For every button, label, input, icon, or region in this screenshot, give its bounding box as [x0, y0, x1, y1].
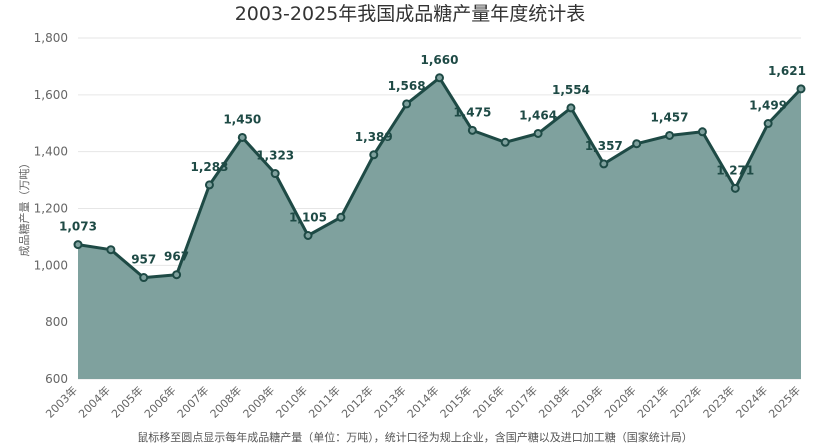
data-point[interactable]	[237, 132, 247, 142]
data-label: 957	[131, 253, 156, 267]
data-point[interactable]	[435, 73, 444, 83]
data-point[interactable]	[139, 273, 149, 283]
y-axis-ticks: 600 800 1,000 1,200 1,400 1,600 1,800	[34, 31, 68, 386]
y-tick-label: 1,200	[34, 202, 68, 216]
x-tick-label: 2007年	[174, 383, 211, 420]
data-point[interactable]	[106, 245, 116, 255]
data-points	[73, 73, 806, 283]
data-label: 1,283	[190, 160, 228, 174]
y-tick-label: 800	[45, 315, 68, 329]
data-label: 1,475	[453, 105, 491, 119]
y-tick-label: 1,400	[34, 145, 68, 159]
x-tick-label: 2013年	[371, 383, 408, 420]
data-point[interactable]	[763, 119, 773, 129]
data-point[interactable]	[336, 212, 346, 222]
x-tick-label: 2018年	[536, 383, 573, 420]
data-point[interactable]	[566, 103, 576, 113]
x-tick-label: 2009年	[240, 383, 277, 420]
x-tick-label: 2008年	[207, 383, 244, 420]
data-point[interactable]	[467, 125, 477, 135]
y-tick-label: 1,800	[34, 31, 68, 45]
x-tick-label: 2003年	[43, 383, 80, 420]
x-tick-label: 2006年	[141, 383, 178, 420]
data-point[interactable]	[172, 270, 182, 280]
x-tick-label: 2025年	[766, 383, 803, 420]
data-point[interactable]	[665, 130, 675, 140]
data-point[interactable]	[599, 159, 609, 169]
data-label: 967	[164, 250, 189, 264]
data-label: 1,389	[355, 130, 393, 144]
data-label: 1,323	[256, 149, 294, 163]
data-label: 1,568	[388, 79, 426, 93]
data-point[interactable]	[204, 180, 214, 190]
data-point[interactable]	[796, 84, 806, 94]
data-label: 1,660	[421, 53, 459, 67]
x-axis-ticks: 2003年2004年2005年2006年2007年2008年2009年2010年…	[43, 383, 803, 420]
data-label: 1,499	[749, 99, 787, 113]
x-tick-label: 2022年	[667, 383, 704, 420]
data-label: 1,271	[716, 163, 754, 177]
x-tick-label: 2023年	[700, 383, 737, 420]
x-tick-label: 2017年	[503, 383, 540, 420]
data-point[interactable]	[73, 240, 83, 250]
x-tick-label: 2012年	[338, 383, 375, 420]
data-point[interactable]	[270, 169, 280, 179]
data-label: 1,105	[289, 210, 327, 224]
data-label: 1,457	[651, 110, 689, 124]
x-tick-label: 2016年	[470, 383, 507, 420]
y-tick-label: 600	[45, 372, 68, 386]
x-tick-label: 2024年	[733, 383, 770, 420]
data-label: 1,621	[768, 64, 806, 78]
y-axis-label: 成品糖产量（万吨）	[17, 158, 31, 257]
data-point[interactable]	[500, 137, 510, 147]
x-tick-label: 2015年	[437, 383, 474, 420]
x-tick-label: 2021年	[634, 383, 671, 420]
x-tick-label: 2011年	[306, 383, 343, 420]
x-tick-label: 2010年	[273, 383, 310, 420]
area-fill	[78, 77, 801, 380]
y-tick-label: 1,600	[34, 88, 68, 102]
x-tick-label: 2004年	[76, 383, 113, 420]
data-label: 1,554	[552, 83, 590, 97]
data-label: 1,357	[585, 139, 623, 153]
data-point[interactable]	[303, 230, 313, 240]
y-tick-label: 1,000	[34, 258, 68, 272]
data-labels: 1,073 957 967 1,283 1,450 1,323 1,105 1,389 1,56…	[59, 53, 806, 267]
data-point[interactable]	[533, 128, 543, 138]
chart-footnote: 鼠标移至圆点显示每年成品糖产量（单位：万吨），统计口径为规上企业，含国产糖以及进…	[137, 430, 693, 444]
data-label: 1,464	[519, 108, 557, 122]
data-point[interactable]	[369, 150, 379, 160]
x-tick-label: 2005年	[108, 383, 145, 420]
data-label: 1,450	[223, 112, 261, 126]
data-point[interactable]	[730, 183, 740, 193]
data-point[interactable]	[697, 127, 707, 137]
chart-title: 2003-2025年我国成品糖产量年度统计表	[235, 3, 586, 25]
data-point[interactable]	[632, 139, 642, 149]
data-point[interactable]	[402, 99, 412, 109]
data-label: 1,073	[59, 220, 97, 234]
x-tick-label: 2019年	[568, 383, 605, 420]
x-tick-label: 2020年	[601, 383, 638, 420]
x-tick-label: 2014年	[404, 383, 441, 420]
